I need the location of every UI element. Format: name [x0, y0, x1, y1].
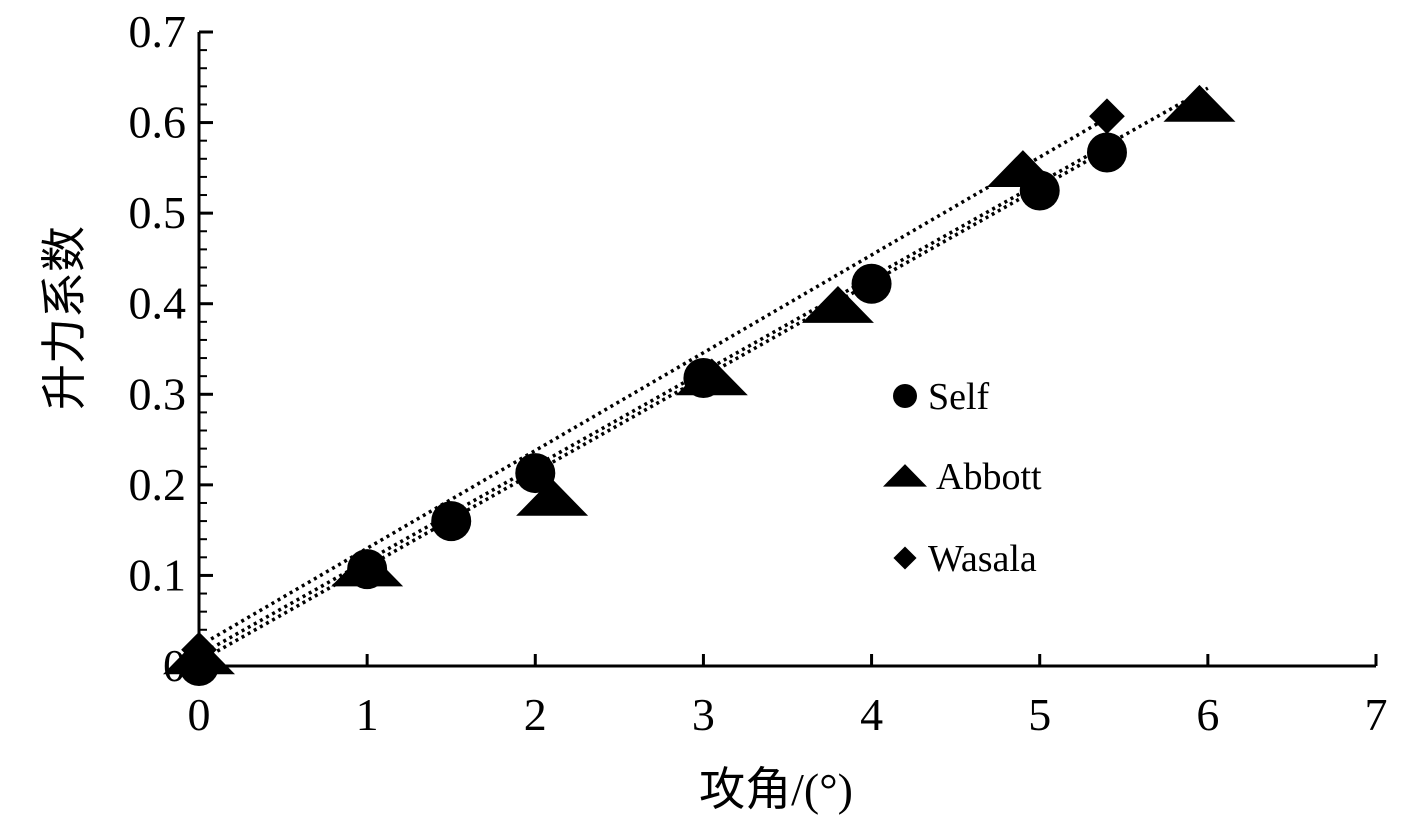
x-tick-label: 7 [1365, 689, 1388, 740]
y-tick-label: 0.7 [129, 6, 187, 57]
x-tick-label: 2 [524, 689, 547, 740]
y-tick-label: 0.5 [129, 187, 187, 238]
point-self [1086, 132, 1127, 173]
point-abbott [516, 478, 589, 516]
trendlines [198, 86, 1209, 663]
point-abbott [801, 285, 874, 323]
x-axis-label: 攻角/(°) [699, 764, 853, 815]
point-self [1019, 170, 1060, 211]
x-tick-label: 5 [1028, 689, 1051, 740]
y-tick-label: 0.1 [129, 549, 187, 600]
legend-marker-abbott [883, 464, 927, 487]
legend-marker-self [893, 384, 917, 408]
x-tick-label: 4 [860, 689, 883, 740]
point-self [851, 263, 892, 304]
y-tick-label: 0.4 [129, 278, 187, 329]
x-tick-label: 3 [692, 689, 715, 740]
legend-label-self: Self [928, 376, 990, 418]
point-abbott [1163, 84, 1236, 122]
legend-label-wasala: Wasala [928, 538, 1037, 580]
y-ticks: 00.10.20.30.40.50.60.7 [129, 6, 213, 691]
trendline-wasala [198, 116, 1108, 648]
legend-marker-wasala [893, 546, 917, 570]
x-tick-label: 1 [356, 689, 379, 740]
y-tick-label: 0.2 [129, 459, 187, 510]
point-wasala [1089, 98, 1125, 135]
legend-label-abbott: Abbott [936, 456, 1042, 498]
y-axis-label: 升力系数 [39, 226, 90, 410]
x-tick-label: 6 [1196, 689, 1219, 740]
x-tick-label: 0 [188, 689, 211, 740]
point-self [683, 357, 724, 398]
axes [197, 32, 1376, 668]
point-self [179, 646, 219, 686]
point-self [431, 501, 472, 542]
y-tick-label: 0.3 [129, 368, 187, 419]
y-tick-label: 0.6 [129, 97, 187, 148]
legend: Self Abbott Wasala [883, 376, 1042, 580]
x-ticks: 0 1 2 3 4 5 6 7 [188, 654, 1388, 740]
point-self [515, 453, 556, 494]
point-self [347, 549, 388, 590]
data-points [163, 84, 1236, 686]
trendline-self [198, 148, 1108, 663]
